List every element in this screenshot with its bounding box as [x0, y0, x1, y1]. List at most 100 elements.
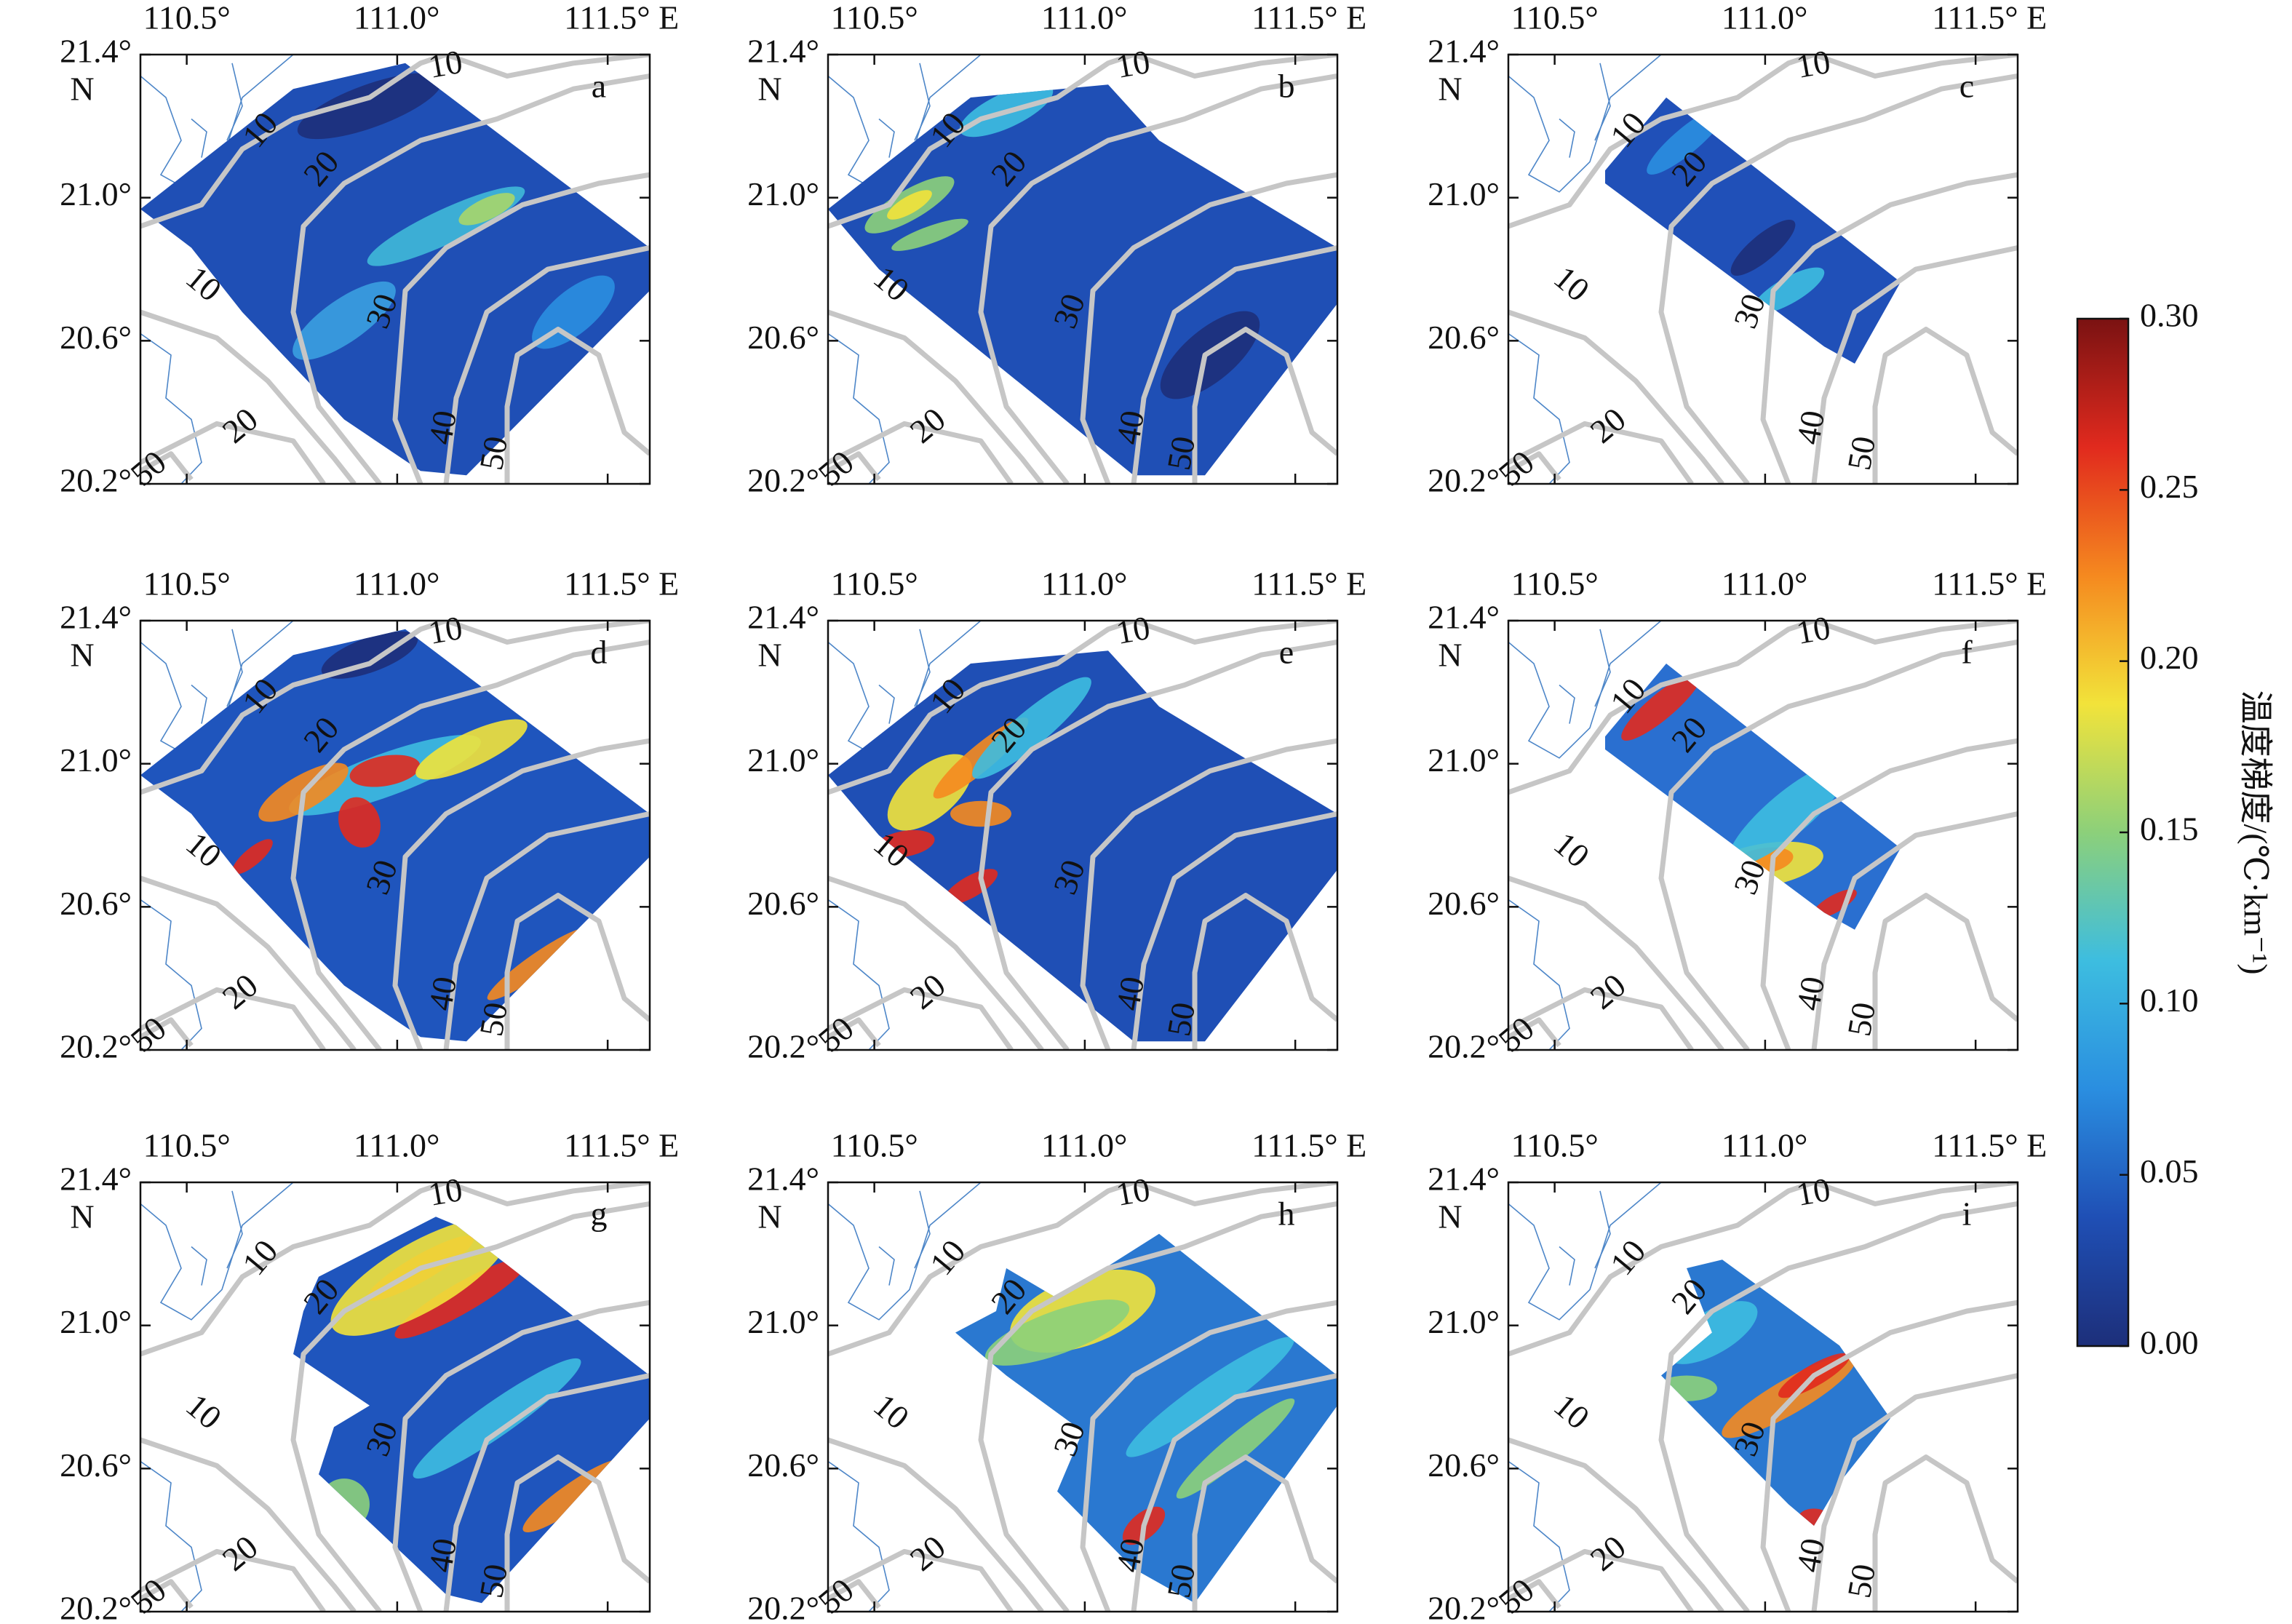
lon-tick-label: 111.5° E [1252, 0, 1366, 36]
isobath-label: 40 [421, 407, 463, 447]
lon-tick-label: 110.5° [831, 1127, 918, 1164]
colorbar-tick-label: 0.25 [2140, 468, 2199, 505]
isobath-label: 50 [472, 434, 514, 473]
isobath [140, 1017, 194, 1048]
isobath-label: 40 [1109, 1535, 1151, 1575]
gradient-patch [1621, 672, 1701, 741]
isobath [445, 55, 650, 79]
isobath [1812, 1182, 2018, 1206]
lat-tick-label: 20.6° [60, 885, 132, 922]
isobath-label: 10 [1794, 1171, 1833, 1213]
isobath [828, 1182, 1135, 1357]
isobath [290, 1201, 650, 1612]
isobath-label: 50 [1840, 434, 1882, 473]
isobath [1872, 1454, 2018, 1612]
panel-frame [827, 619, 1339, 1051]
colorbar-tick-label: 0.15 [2140, 811, 2199, 848]
isobath [443, 811, 650, 1050]
isobath [828, 421, 1014, 484]
lon-tick-label: 111.0° [1722, 1127, 1807, 1164]
lat-tick-label: 21.0° [1428, 741, 1500, 779]
gradient-patch [984, 1299, 1130, 1366]
lat-tick-label: 20.2° [1428, 1028, 1500, 1065]
isobath [140, 451, 194, 482]
isobath [1131, 245, 1337, 484]
isobath-label: 10 [426, 1171, 465, 1213]
isobath [1872, 327, 2018, 484]
coastline [828, 333, 890, 484]
gradient-patch [972, 677, 1091, 779]
isobath [140, 421, 326, 484]
gradient-patch [950, 800, 1011, 827]
lat-tick-label: 21.4° [1428, 33, 1500, 70]
lat-tick-label: 21.4° [747, 33, 819, 70]
isobath [392, 172, 650, 484]
colorbar-label: 温度梯度/(℃·km⁻¹) [2237, 690, 2274, 974]
panel-label: e [1279, 634, 1294, 671]
lat-tick-label: 20.6° [747, 319, 819, 356]
gradient-patch [1126, 1337, 1294, 1457]
lat-tick-label: 21.0° [747, 741, 819, 779]
isobath [445, 1182, 650, 1206]
lat-hemisphere: N [757, 71, 781, 108]
isobath [445, 621, 650, 645]
gradient-field [874, 677, 1091, 905]
isobath [140, 1437, 357, 1612]
isobath-label: 40 [421, 974, 463, 1013]
lon-tick-label: 111.0° [1722, 565, 1807, 602]
isobath [1508, 621, 1815, 795]
isobath-label: 40 [1789, 407, 1831, 447]
isobath [392, 738, 650, 1050]
lat-hemisphere: N [70, 1198, 94, 1235]
coastline [191, 684, 207, 724]
coastline [828, 1460, 890, 1612]
lat-tick-label: 20.2° [60, 462, 132, 499]
lat-tick-label: 21.4° [1428, 1161, 1500, 1198]
coastline [828, 1182, 982, 1321]
gradient-patch [1730, 220, 1796, 276]
isobath [828, 987, 1014, 1050]
lat-tick-label: 21.0° [747, 175, 819, 212]
coastline [1594, 1190, 1611, 1269]
lat-tick-label: 21.0° [60, 1303, 132, 1340]
lon-tick-label: 110.5° [1511, 0, 1599, 36]
gradient-patch [338, 797, 381, 848]
isobath [504, 893, 650, 1050]
lat-tick-label: 20.6° [60, 319, 132, 356]
lat-tick-label: 20.2° [60, 1028, 132, 1065]
panel-label: i [1962, 1195, 1972, 1233]
coastline [1559, 684, 1575, 724]
lon-tick-label: 111.5° E [1932, 0, 2047, 36]
colorbar-tick-label: 0.05 [2140, 1153, 2199, 1190]
isobath [1192, 1454, 1337, 1612]
isobath [828, 451, 881, 482]
gradient-patch [891, 218, 968, 251]
lat-hemisphere: N [757, 637, 781, 674]
gradient-patch [321, 631, 418, 679]
isobath-label: 50 [1840, 1000, 1882, 1039]
isobath [828, 1579, 881, 1609]
lon-tick-label: 110.5° [143, 0, 231, 36]
isobath-label: 10 [1794, 609, 1833, 651]
lat-tick-label: 21.0° [60, 175, 132, 212]
coastline [1508, 55, 1662, 193]
isobath [504, 327, 650, 484]
lat-tick-label: 20.6° [1428, 885, 1500, 922]
coastline [226, 63, 243, 141]
isobath [392, 1299, 650, 1612]
coastline [226, 629, 243, 707]
gradient-patch [232, 839, 273, 875]
colorbar-tick-label: 0.30 [2140, 297, 2199, 334]
isobath [828, 1017, 881, 1048]
lat-hemisphere: N [1438, 1198, 1462, 1235]
lon-tick-label: 111.5° E [564, 1127, 679, 1164]
survey-area [140, 63, 650, 476]
isobath [1131, 811, 1337, 1050]
lat-tick-label: 20.6° [60, 1446, 132, 1484]
panel-frame [827, 53, 1339, 485]
coastline [914, 1190, 931, 1269]
